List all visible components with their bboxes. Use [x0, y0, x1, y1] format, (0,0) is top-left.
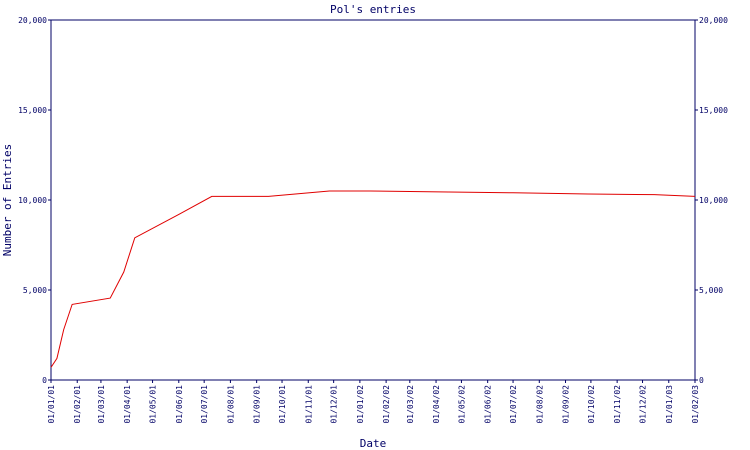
x-tick-label: 01/07/01 [200, 385, 209, 424]
plot-frame [50, 19, 696, 381]
x-tick-label: 01/04/01 [123, 385, 132, 424]
y-axis-label: Number of Entries [1, 144, 14, 257]
x-tick-label: 01/02/03 [691, 385, 700, 424]
x-tick-label: 01/11/01 [304, 385, 313, 424]
x-tick-label: 01/09/02 [562, 385, 571, 424]
x-tick-label: 01/05/01 [149, 385, 158, 424]
x-tick-label: 01/12/01 [330, 385, 339, 424]
x-tick-label: 01/06/01 [175, 385, 184, 424]
y-tick-label: 15,000 [18, 106, 47, 115]
x-tick-label: 01/02/02 [382, 385, 391, 424]
y-tick-label: 20,000 [18, 16, 47, 25]
x-tick-label: 01/01/03 [665, 385, 674, 424]
x-tick-label: 01/12/02 [639, 385, 648, 424]
x-tick-label: 01/10/02 [587, 385, 596, 424]
y2-tick-label: 10,000 [699, 196, 728, 205]
x-tick-label: 01/08/01 [226, 385, 235, 424]
x-tick-label: 01/11/02 [613, 385, 622, 424]
x-tick-label: 01/03/02 [406, 385, 415, 424]
x-tick-label: 01/05/02 [457, 385, 466, 424]
x-tick-label: 01/10/01 [278, 385, 287, 424]
y-tick-label: 0 [42, 376, 47, 385]
x-tick-label: 01/01/01 [47, 385, 56, 424]
x-tick-label: 01/02/01 [73, 385, 82, 424]
x-tick-label: 01/04/02 [432, 385, 441, 424]
y-tick-label: 10,000 [18, 196, 47, 205]
y2-tick-label: 5,000 [699, 286, 723, 295]
x-tick-label: 01/08/02 [535, 385, 544, 424]
y-tick-label: 5,000 [23, 286, 47, 295]
y2-tick-label: 15,000 [699, 106, 728, 115]
x-tick-label: 01/01/02 [356, 385, 365, 424]
data-line [50, 190, 696, 368]
x-tick-label: 01/09/01 [253, 385, 262, 424]
x-tick-label: 01/06/02 [484, 385, 493, 424]
y2-tick-label: 0 [699, 376, 704, 385]
x-axis-label: Date [360, 437, 387, 450]
x-tick-label: 01/03/01 [97, 385, 106, 424]
y2-tick-label: 20,000 [699, 16, 728, 25]
chart-title: Pol's entries [330, 3, 416, 16]
x-tick-label: 01/07/02 [509, 385, 518, 424]
